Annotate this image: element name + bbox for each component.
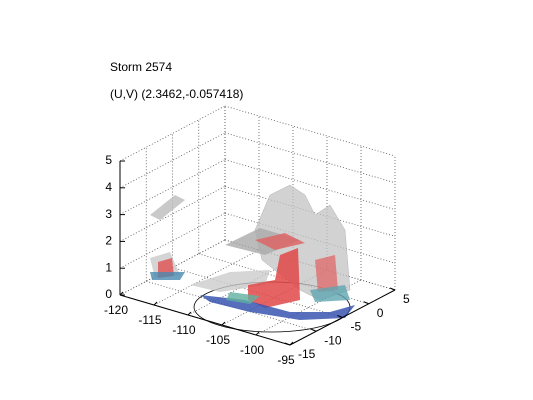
- z-tick-label: 1: [105, 260, 112, 274]
- tick-mark: [289, 341, 294, 346]
- x-tick-label: -120: [104, 303, 128, 317]
- grid-line: [224, 239, 396, 291]
- axes: 0 1 2 3 4 5 -120 -115 -110 -105 -100 -95 -15 -10 -5 0 5: [104, 153, 410, 367]
- axis-line: [119, 294, 291, 346]
- x-tick-label: -115: [138, 313, 161, 327]
- red-surface: [255, 233, 305, 250]
- tick-mark: [284, 342, 291, 346]
- grid-line: [146, 280, 317, 332]
- grid-line: [224, 105, 396, 157]
- grid-line: [224, 212, 396, 264]
- y-tick-label: 0: [377, 306, 384, 320]
- grid-line: [224, 159, 396, 210]
- tick-mark: [187, 311, 192, 316]
- gray-surface: [150, 195, 185, 220]
- teal-surface: [226, 292, 260, 304]
- z-tick-label: 3: [105, 207, 112, 221]
- tick-mark: [119, 291, 124, 296]
- tick-mark: [389, 287, 396, 291]
- y-tick-label: -15: [298, 347, 316, 361]
- tick-mark: [255, 331, 260, 336]
- z-tick-label: 0: [105, 287, 112, 301]
- grid-line: [172, 267, 343, 318]
- red-surface: [248, 248, 300, 308]
- y-tick-label: 5: [403, 292, 410, 306]
- chart-subtitle: (U,V) (2.3462,-0.057418): [110, 87, 243, 101]
- red-surface: [315, 255, 338, 292]
- x-tick-label: -105: [206, 333, 230, 347]
- tick-mark: [363, 301, 369, 305]
- blue-surface: [150, 272, 185, 280]
- y-tick-label: -5: [351, 320, 362, 334]
- tick-mark: [311, 328, 317, 332]
- teal-surface: [310, 285, 350, 302]
- chart-title: Storm 2574: [110, 60, 172, 74]
- x-tick-label: -100: [240, 343, 264, 357]
- grid-line: [224, 132, 396, 184]
- z-tick-label: 4: [105, 180, 112, 194]
- grid-line: [224, 186, 396, 237]
- z-tick-label: 2: [105, 234, 112, 248]
- z-tick-label: 5: [105, 153, 112, 167]
- x-tick-label: -95: [277, 353, 295, 367]
- tick-mark: [221, 321, 226, 326]
- tick-mark: [153, 301, 158, 306]
- isosurfaces: [150, 184, 355, 333]
- y-tick-label: -10: [324, 333, 342, 347]
- x-tick-label: -110: [172, 323, 195, 337]
- tick-mark: [337, 315, 343, 318]
